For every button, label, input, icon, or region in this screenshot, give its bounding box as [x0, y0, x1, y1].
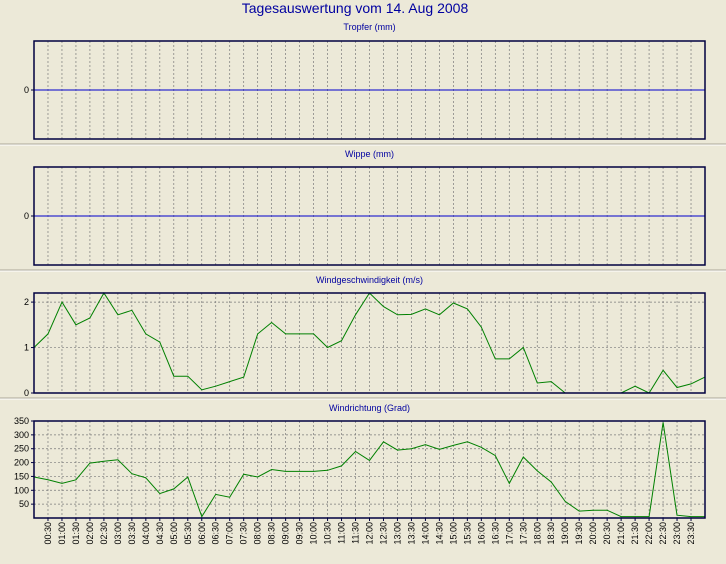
x-tick-label: 06:30: [211, 522, 221, 545]
x-tick-label: 20:00: [588, 522, 598, 545]
x-tick-label: 11:00: [337, 522, 347, 544]
x-tick-label: 14:00: [420, 522, 430, 545]
y-tick-label: 200: [14, 458, 29, 468]
x-tick-label: 02:00: [85, 522, 95, 545]
x-tick-label: 12:30: [379, 522, 389, 545]
y-tick-label: 350: [14, 416, 29, 426]
x-tick-label: 18:00: [532, 522, 542, 545]
x-tick-label: 17:00: [504, 522, 514, 545]
y-tick-label: 2: [24, 297, 29, 307]
x-tick-label: 22:00: [644, 522, 654, 545]
x-tick-label: 16:00: [476, 522, 486, 545]
plot-frame: [33, 40, 706, 140]
x-tick-label: 11:30: [351, 522, 361, 544]
x-tick-label: 05:00: [169, 522, 179, 545]
y-tick-label: 250: [14, 444, 29, 454]
x-tick-label: 14:30: [434, 522, 444, 545]
x-tick-label: 08:30: [267, 522, 277, 545]
x-tick-label: 20:30: [602, 522, 612, 545]
x-tick-label: 13:00: [393, 522, 403, 545]
x-tick-label: 08:00: [253, 522, 263, 545]
plot-frame: [33, 166, 706, 266]
x-tick-label: 03:30: [127, 522, 137, 545]
panel-title: Windgeschwindigkeit (m/s): [316, 275, 423, 285]
x-tick-label: 17:30: [518, 522, 528, 545]
y-tick-label: 50: [19, 499, 29, 509]
y-tick-label: 0: [24, 388, 29, 398]
x-tick-label: 02:30: [99, 522, 109, 545]
plot-frame: [33, 292, 706, 394]
x-tick-label: 23:30: [686, 522, 696, 545]
chart-panel-2: Wippe (mm) 0: [0, 149, 726, 272]
x-tick-label: 16:30: [490, 522, 500, 545]
x-tick-label: 15:00: [448, 522, 458, 545]
x-tick-label: 10:30: [323, 522, 333, 545]
x-axis-time-labels: 00:30 01:00 01:30 02:00 02:30 03:00 03:30 04:00…: [43, 518, 696, 545]
x-tick-label: 07:30: [239, 522, 249, 545]
x-tick-label: 19:30: [574, 522, 584, 545]
x-tick-label: 12:00: [365, 522, 375, 545]
x-tick-label: 21:00: [616, 522, 626, 545]
x-tick-label: 06:00: [197, 522, 207, 545]
y-tick-label: 300: [14, 430, 29, 440]
x-tick-label: 07:00: [225, 522, 235, 545]
x-tick-label: 09:00: [281, 522, 291, 545]
x-tick-label: 13:30: [406, 522, 416, 545]
x-tick-label: 09:30: [295, 522, 305, 545]
y-tick-label: 0: [24, 211, 29, 221]
page-title: Tagesauswertung vom 14. Aug 2008: [242, 0, 469, 16]
x-tick-label: 23:00: [672, 522, 682, 545]
x-tick-label: 01:00: [57, 522, 67, 545]
x-tick-label: 03:00: [113, 522, 123, 545]
x-tick-label: 21:30: [630, 522, 640, 545]
x-tick-label: 04:00: [141, 522, 151, 545]
x-tick-label: 19:00: [560, 522, 570, 545]
y-tick-label: 100: [14, 485, 29, 495]
panel-title: Tropfer (mm): [343, 22, 395, 32]
y-tick-label: 1: [24, 343, 29, 353]
x-tick-label: 15:30: [462, 522, 472, 545]
chart-panel-1: Tropfer (mm) 0: [0, 22, 726, 146]
panel-title: Windrichtung (Grad): [329, 403, 410, 413]
chart-panel-3: Windgeschwindigkeit (m/s) 0 1 2: [0, 275, 726, 400]
x-tick-label: 01:30: [71, 522, 81, 545]
chart-panel-4: Windrichtung (Grad) 50 100 150 200 250 300 350: [14, 403, 706, 519]
y-tick-label: 0: [24, 85, 29, 95]
x-tick-label: 18:30: [546, 522, 556, 545]
x-tick-label: 10:00: [309, 522, 319, 545]
x-tick-label: 05:30: [183, 522, 193, 545]
x-tick-label: 22:30: [658, 522, 668, 545]
y-tick-label: 150: [14, 471, 29, 481]
x-tick-label: 04:30: [155, 522, 165, 545]
panel-title: Wippe (mm): [345, 149, 394, 159]
x-tick-label: 00:30: [43, 522, 53, 545]
